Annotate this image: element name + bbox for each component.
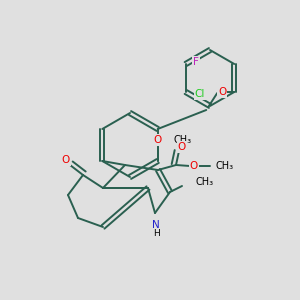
Text: F: F — [193, 57, 199, 67]
Text: O: O — [218, 87, 226, 97]
Text: N: N — [152, 220, 160, 230]
Text: O: O — [62, 155, 70, 165]
Text: CH₃: CH₃ — [196, 177, 214, 187]
Text: O: O — [154, 135, 162, 145]
Text: H: H — [153, 230, 159, 238]
Text: O: O — [190, 161, 198, 171]
Text: CH₃: CH₃ — [216, 161, 234, 171]
Text: O: O — [178, 142, 186, 152]
Text: Cl: Cl — [195, 89, 205, 99]
Text: CH₃: CH₃ — [174, 135, 192, 145]
